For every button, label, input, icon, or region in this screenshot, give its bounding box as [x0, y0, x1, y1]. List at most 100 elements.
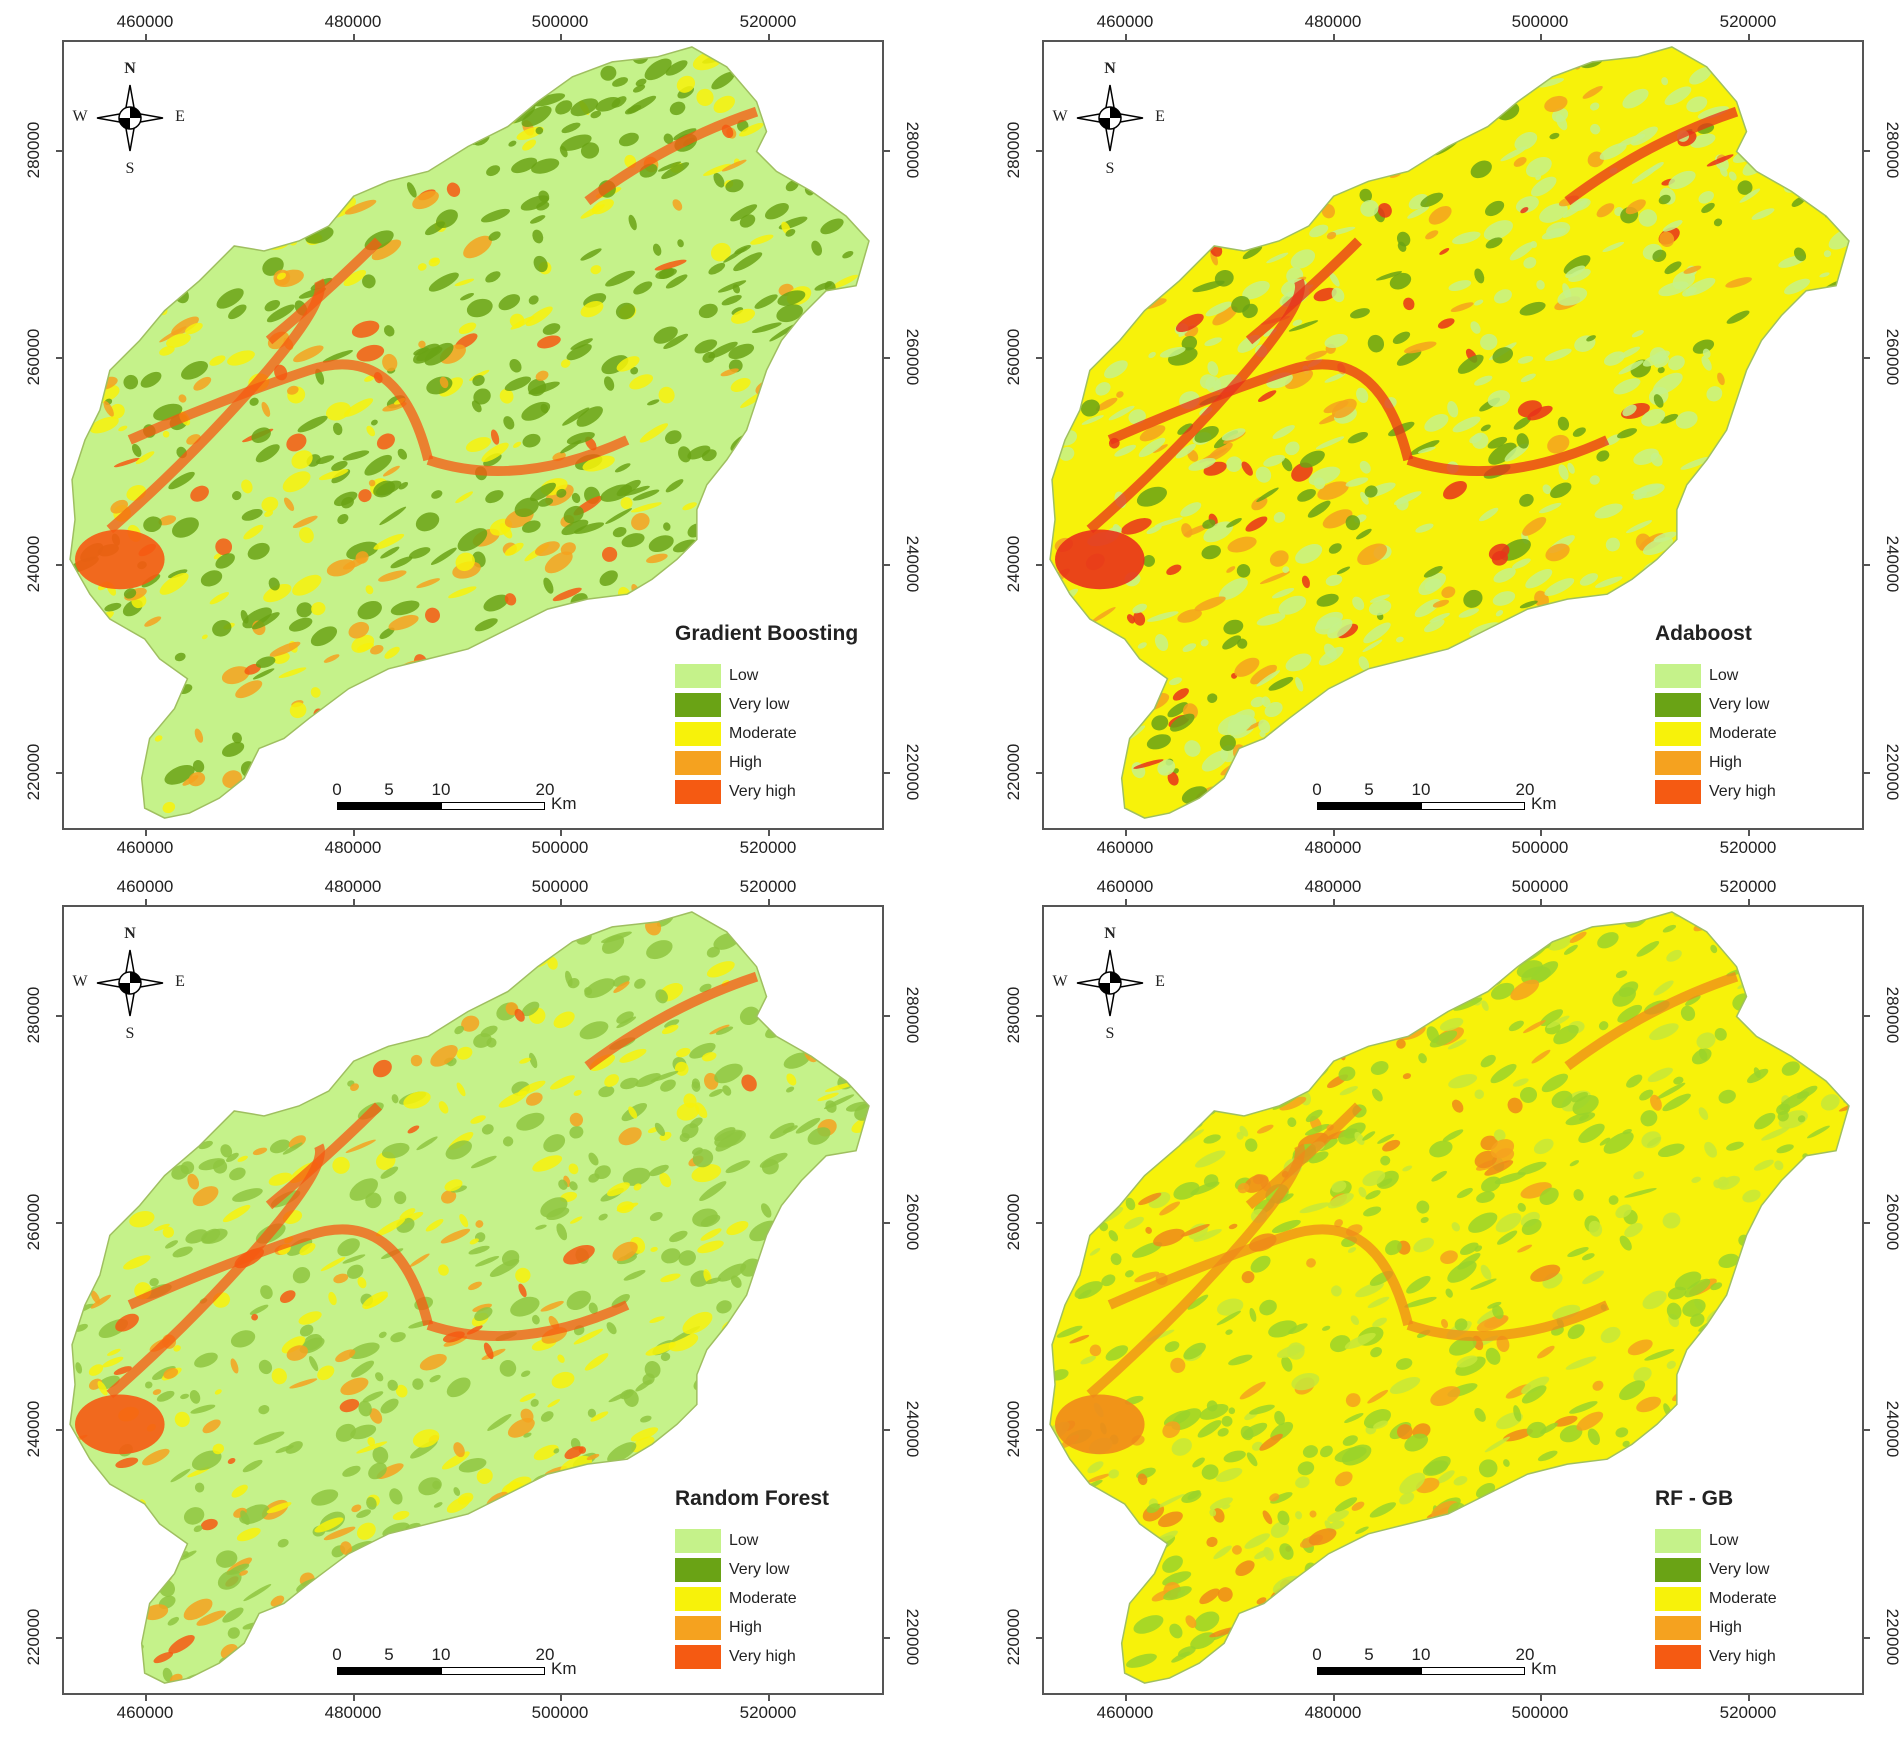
risk-patch	[382, 353, 398, 372]
axis-tick	[768, 34, 770, 40]
risk-patch	[1118, 306, 1129, 314]
risk-patch	[844, 143, 869, 164]
risk-patch	[1368, 599, 1392, 616]
risk-patch	[1803, 369, 1816, 385]
risk-patch	[802, 344, 818, 360]
risk-patch	[692, 1149, 714, 1168]
risk-patch	[192, 759, 205, 773]
risk-patch	[528, 1552, 550, 1572]
risk-patch	[189, 1390, 201, 1404]
risk-patch	[1424, 414, 1449, 432]
risk-patch	[1203, 1174, 1219, 1188]
risk-patch	[397, 448, 408, 460]
risk-patch	[1358, 656, 1370, 671]
risk-patch	[570, 338, 593, 350]
risk-patch	[252, 1147, 268, 1156]
risk-patch	[1301, 100, 1334, 115]
risk-patch	[1295, 676, 1304, 692]
risk-patch	[1099, 659, 1115, 677]
risk-patch	[228, 304, 247, 320]
risk-patch	[1344, 1413, 1364, 1423]
risk-patch	[1351, 1501, 1365, 1511]
risk-patch	[1824, 664, 1849, 683]
risk-patch	[1563, 1682, 1584, 1684]
risk-patch	[631, 1436, 655, 1453]
risk-patch	[293, 953, 303, 961]
risk-patch	[1273, 511, 1286, 523]
risk-patch	[1495, 1212, 1522, 1233]
risk-patch	[173, 1345, 181, 1352]
risk-patch	[356, 1441, 388, 1454]
risk-patch	[1344, 1010, 1366, 1024]
risk-patch	[1539, 1009, 1564, 1027]
risk-patch	[269, 1139, 291, 1154]
scale-bar-label: 20	[535, 780, 555, 799]
risk-patch	[1787, 662, 1796, 678]
legend-swatch	[1655, 693, 1701, 717]
risk-patch	[72, 1204, 101, 1224]
risk-patch	[342, 1465, 361, 1477]
risk-patch	[397, 969, 428, 986]
risk-patch	[511, 1589, 535, 1607]
risk-patch	[383, 325, 395, 337]
risk-patch	[518, 1283, 527, 1298]
risk-patch	[416, 1136, 438, 1151]
risk-patch	[414, 911, 432, 915]
risk-patch	[275, 816, 298, 828]
risk-patch	[369, 1408, 383, 1424]
risk-patch	[511, 707, 531, 721]
risk-patch	[199, 914, 223, 929]
risk-patch	[542, 323, 561, 335]
risk-patch	[1297, 488, 1316, 502]
risk-patch	[1649, 807, 1675, 819]
risk-patch	[1837, 1369, 1849, 1378]
risk-patch	[1603, 351, 1625, 366]
risk-patch	[1241, 461, 1253, 476]
risk-patch	[1329, 1520, 1345, 1530]
risk-patch	[1199, 1588, 1220, 1605]
risk-patch	[522, 433, 541, 448]
risk-patch	[1805, 1478, 1829, 1488]
risk-patch	[574, 744, 603, 762]
risk-patch	[1232, 1545, 1242, 1555]
risk-patch	[1170, 1357, 1186, 1373]
risk-patch	[346, 1589, 373, 1610]
risk-patch	[473, 388, 491, 405]
risk-patch	[1256, 487, 1279, 503]
risk-patch	[1136, 46, 1160, 59]
risk-patch	[1184, 238, 1198, 252]
scale-bar-unit: Km	[1531, 1659, 1557, 1678]
risk-patch	[155, 157, 169, 169]
axis-tick	[1125, 830, 1127, 836]
risk-patch	[790, 526, 814, 546]
risk-patch	[110, 1051, 140, 1062]
high-risk-zone	[75, 1394, 165, 1455]
risk-patch	[1469, 622, 1501, 637]
risk-patch	[1831, 110, 1844, 122]
risk-patch	[341, 753, 373, 765]
risk-patch	[660, 1079, 676, 1092]
risk-patch	[474, 1307, 493, 1321]
risk-patch	[821, 69, 839, 87]
risk-patch	[1183, 1342, 1206, 1360]
risk-patch	[1784, 278, 1811, 295]
risk-patch	[710, 242, 731, 262]
risk-patch	[275, 143, 298, 160]
risk-patch	[72, 400, 85, 415]
risk-patch	[605, 1632, 619, 1646]
risk-patch	[652, 243, 662, 256]
risk-patch	[1777, 927, 1786, 937]
risk-patch	[1292, 319, 1303, 326]
risk-patch	[1281, 1356, 1293, 1372]
risk-patch	[1392, 684, 1414, 700]
risk-patch	[1086, 655, 1096, 671]
axis-tick	[1036, 772, 1042, 774]
risk-patch	[103, 816, 121, 819]
risk-patch	[1589, 475, 1600, 485]
risk-patch	[1783, 797, 1804, 814]
risk-patch	[1813, 1597, 1841, 1613]
risk-patch	[70, 936, 81, 952]
risk-patch	[1530, 1264, 1561, 1282]
risk-patch	[468, 1245, 490, 1255]
risk-patch	[310, 626, 338, 647]
